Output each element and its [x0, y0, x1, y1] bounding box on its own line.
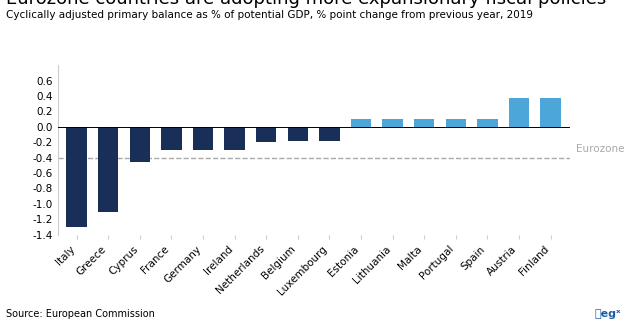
Bar	[445, 119, 466, 127]
Bar	[414, 119, 435, 127]
Bar	[540, 97, 561, 127]
Bar	[98, 127, 118, 212]
Bar	[67, 127, 87, 227]
Bar	[193, 127, 213, 150]
Bar	[477, 119, 498, 127]
Bar	[224, 127, 245, 150]
Text: Cyclically adjusted primary balance as % of potential GDP, % point change from p: Cyclically adjusted primary balance as %…	[6, 10, 533, 20]
Bar	[129, 127, 150, 161]
Bar	[287, 127, 308, 141]
Bar	[509, 97, 529, 127]
Text: Eurozone: Eurozone	[576, 144, 625, 155]
Bar	[351, 119, 371, 127]
Bar	[382, 119, 403, 127]
Text: Eurozone countries are adopting more expansionary fiscal policies: Eurozone countries are adopting more exp…	[6, 0, 607, 8]
Text: ⓠegˣ: ⓠegˣ	[594, 309, 621, 319]
Bar	[319, 127, 340, 141]
Text: Source: European Commission: Source: European Commission	[6, 309, 156, 319]
Bar	[161, 127, 182, 150]
Bar	[256, 127, 276, 142]
